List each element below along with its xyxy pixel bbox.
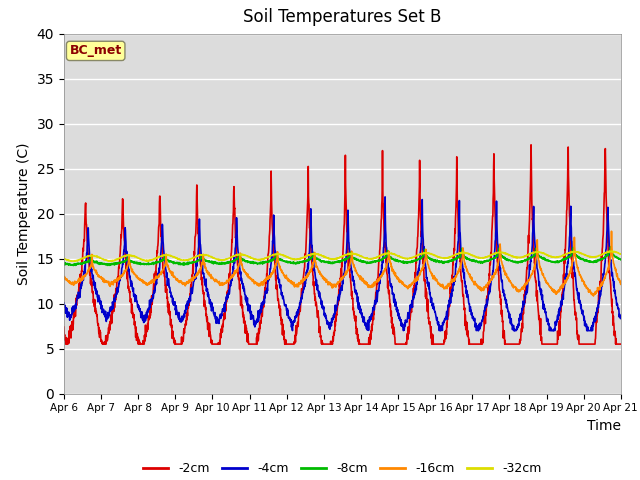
- -8cm: [617, 257, 625, 263]
- -32cm: [359, 254, 367, 260]
- -4cm: [359, 313, 367, 319]
- -4cm: [381, 194, 389, 200]
- -4cm: [60, 300, 68, 306]
- -2cm: [60, 324, 68, 330]
- X-axis label: Time: Time: [587, 419, 621, 433]
- -32cm: [605, 248, 613, 254]
- Line: -2cm: -2cm: [64, 145, 621, 344]
- -4cm: [617, 313, 625, 319]
- -16cm: [504, 276, 512, 282]
- Legend: -2cm, -4cm, -8cm, -16cm, -32cm: -2cm, -4cm, -8cm, -16cm, -32cm: [138, 457, 547, 480]
- -2cm: [504, 341, 512, 347]
- -8cm: [607, 244, 614, 250]
- -32cm: [216, 257, 223, 263]
- -4cm: [216, 317, 223, 323]
- -8cm: [60, 261, 68, 267]
- -4cm: [568, 247, 576, 252]
- Line: -16cm: -16cm: [64, 231, 621, 296]
- -2cm: [216, 341, 223, 347]
- Y-axis label: Soil Temperature (C): Soil Temperature (C): [17, 143, 31, 285]
- -16cm: [617, 281, 625, 287]
- -4cm: [289, 328, 296, 334]
- -16cm: [358, 276, 366, 282]
- -16cm: [607, 228, 615, 234]
- Line: -8cm: -8cm: [64, 247, 621, 265]
- -2cm: [617, 341, 625, 347]
- -2cm: [527, 142, 535, 148]
- -16cm: [589, 293, 597, 299]
- -2cm: [62, 341, 70, 347]
- -32cm: [617, 251, 625, 257]
- -32cm: [371, 255, 379, 261]
- -16cm: [216, 278, 223, 284]
- -8cm: [359, 258, 367, 264]
- -16cm: [371, 283, 378, 288]
- -16cm: [583, 285, 591, 291]
- -8cm: [568, 251, 575, 256]
- -32cm: [60, 256, 68, 262]
- -32cm: [70, 259, 78, 264]
- -2cm: [568, 259, 576, 264]
- -8cm: [584, 258, 591, 264]
- -8cm: [216, 262, 223, 267]
- Text: BC_met: BC_met: [70, 44, 122, 58]
- -4cm: [371, 299, 379, 305]
- -2cm: [584, 341, 591, 347]
- -4cm: [584, 328, 591, 334]
- Title: Soil Temperatures Set B: Soil Temperatures Set B: [243, 9, 442, 26]
- -16cm: [568, 264, 575, 270]
- -32cm: [568, 249, 575, 255]
- -32cm: [504, 252, 512, 258]
- -2cm: [371, 302, 379, 308]
- Line: -4cm: -4cm: [64, 197, 621, 331]
- -8cm: [371, 259, 379, 264]
- -16cm: [60, 275, 68, 280]
- -2cm: [359, 341, 367, 347]
- Line: -32cm: -32cm: [64, 251, 621, 262]
- -8cm: [504, 258, 512, 264]
- -4cm: [505, 309, 513, 314]
- -8cm: [70, 263, 77, 268]
- -32cm: [584, 253, 591, 259]
